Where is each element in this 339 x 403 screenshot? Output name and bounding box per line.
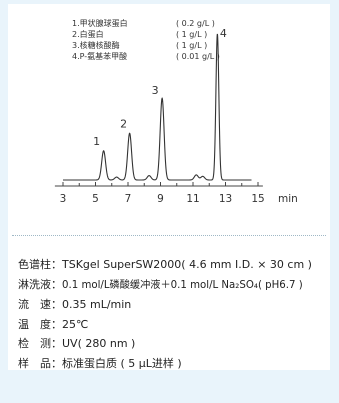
spec-key: 淋洗液 [18,277,51,291]
spec-value: 25℃ [62,317,89,331]
chart-card: 1.甲状腺球蛋白( 0.2 g/L ) 2.白蛋白( 1 g/L ) 3.核糖核酸酶… [8,4,330,370]
x-tick-label: 9 [157,193,164,205]
legend-entry-name: 1.甲状腺球蛋白 [72,18,128,28]
method-conditions: 色谱柱：TSKgel SuperSW2000( 4.6 mm I.D. × 30… [18,255,330,374]
legend-entry: 3.核糖核酸酶 ( 1 g/L ) [72,40,207,50]
peak-label: 4 [220,27,227,40]
spec-value: 0.1 mol/L磷酸缓冲液＋0.1 mol/L Na₂SO₄( pH6.7 ) [62,279,303,291]
peak-label: 1 [93,135,100,148]
x-axis: 3 5 7 9 11 13 15 min [54,182,298,205]
spec-row-temperature: 温 度：25℃ [18,315,330,335]
legend-entry: 2.白蛋白 ( 1 g/L ) [72,29,207,39]
peak-label: 2 [120,117,127,130]
legend-entry-conc: ( 0.2 g/L ) [176,19,215,28]
x-axis-label: min [278,193,298,205]
legend-entry-name: 4.P-氨基苯甲酸 [72,51,127,61]
spec-row-eluent: 淋洗液：0.1 mol/L磷酸缓冲液＋0.1 mol/L Na₂SO₄( pH6… [18,275,330,296]
x-tick-label: 13 [219,193,232,205]
legend-entry-name: 2.白蛋白 [72,29,104,39]
x-tick-label: 3 [60,193,67,205]
plot-area: 1 2 3 4 [63,27,252,181]
spec-row-column: 色谱柱：TSKgel SuperSW2000( 4.6 mm I.D. × 30… [18,255,330,275]
legend-entry: 1.甲状腺球蛋白 ( 0.2 g/L ) [72,18,215,28]
chromatogram-trace [63,33,252,181]
spec-value: TSKgel SuperSW2000( 4.6 mm I.D. × 30 cm … [62,258,312,271]
spec-key: 色谱柱 [18,258,51,271]
legend-entry-conc: ( 1 g/L ) [176,30,207,39]
x-tick-label: 7 [125,193,132,205]
legend-entry-conc: ( 0.01 g/L ) [176,52,220,61]
x-tick-label: 15 [251,193,264,205]
spec-row-sample: 样 品：标准蛋白质 ( 5 μL进样 ) [18,354,330,374]
peak-label: 3 [152,84,159,97]
spec-row-detection: 检 测：UV( 280 nm ) [18,334,330,354]
x-tick-label: 5 [92,193,99,205]
spec-key: 流 速 [18,298,51,312]
spec-value: UV( 280 nm ) [62,337,136,351]
spec-value: 标准蛋白质 ( 5 μL进样 ) [62,356,182,370]
x-tick-label: 11 [186,193,199,205]
spec-value: 0.35 mL/min [62,298,132,312]
spec-key: 检 测 [18,337,51,351]
legend-entry-name: 3.核糖核酸酶 [72,40,120,50]
chart-legend: 1.甲状腺球蛋白( 0.2 g/L )2.白蛋白( 1 g/L )3.核糖核酸酶… [72,18,220,61]
chromatogram-chart: 1.甲状腺球蛋白( 0.2 g/L )2.白蛋白( 1 g/L )3.核糖核酸酶… [54,18,298,205]
spec-key: 温 度 [18,317,51,331]
legend-entry-conc: ( 1 g/L ) [176,41,207,50]
divider-top [12,235,326,236]
spec-key: 样 品 [18,356,51,370]
legend-entry: 4.P-氨基苯甲酸 ( 0.01 g/L ) [72,51,220,61]
spec-row-flow: 流 速：0.35 mL/min [18,295,330,315]
